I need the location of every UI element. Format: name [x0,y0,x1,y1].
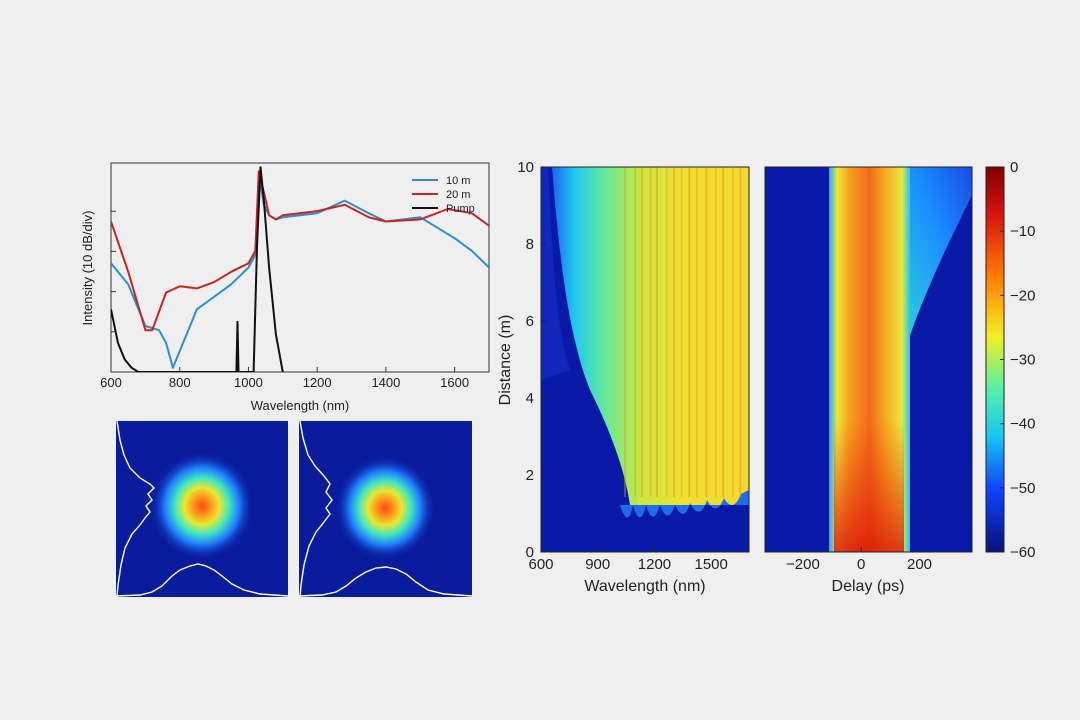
map1-stripe [688,167,691,497]
map1-stripe [705,167,708,497]
map1-stripe [634,167,637,497]
legend-label: Pump [446,203,475,215]
colorbar-tick-label: −50 [1010,480,1035,497]
beam-profile-right-vertical-trace [299,420,333,598]
spectrum-plot-frame [110,162,490,373]
beam-profile-right [298,420,473,598]
beam-profile-left [115,420,289,598]
spectrum-x-label: Wavelength (nm) [251,398,350,413]
wavelength-distance-map: 0 2 4 6 8 10 600 900 1200 1500 Wavelength (nm) D… [497,159,750,595]
map2-x-tick-label: 200 [907,556,932,573]
map2-frame [764,166,973,553]
colorbar: 0 −10 −20 −30 −40 −50 −60 [985,159,1035,561]
colorbar-tick-label: 0 [1010,159,1018,176]
spectrum-x-tick-label: 600 [100,375,122,390]
map2-fan-region [895,167,972,360]
map1-x-tick-label: 600 [528,556,553,573]
map1-x-label: Wavelength (nm) [584,578,705,595]
map1-stripe [665,167,668,497]
map1-dark-region [541,167,749,552]
map2-x-label: Delay (ps) [832,578,905,595]
legend-label: 10 m [446,175,470,187]
map1-stripe [656,167,658,497]
colorbar-tick-label: −20 [1010,287,1035,304]
spectrum-x-tick-label: 1200 [303,375,332,390]
beam-spot-left [150,452,254,560]
map1-x-tick-label: 900 [585,556,610,573]
map1-x-tick-label: 1500 [694,556,727,573]
map1-stripe [641,167,643,497]
spectrum-x-tick-label: 1600 [440,375,469,390]
map2-x-tick-label: 0 [857,556,865,573]
map1-y-tick-label: 4 [526,390,534,407]
spectrum-plot: 600 800 1000 1200 1400 1600 Wavelength (nm) I… [80,162,490,413]
spectrum-series-line-pump [111,166,284,372]
spectrum-x-tick-label: 1400 [371,375,400,390]
map2-core-bottom [834,420,904,552]
spectrum-legend: 10 m 20 m Pump [412,175,475,215]
legend-label: 20 m [446,189,470,201]
spectrum-x-tick-label: 1000 [234,375,263,390]
map1-y-tick-label: 8 [526,236,534,253]
beam-profile-left-vertical-trace [116,420,155,598]
map1-frame [540,166,750,553]
map1-y-ticks: 0 2 4 6 8 10 [517,159,546,561]
map1-stripes [624,167,742,497]
spectrum-y-label: Intensity (10 dB/div) [80,211,95,326]
map1-stripe [673,167,675,497]
map1-left-edge [541,167,570,380]
map2-x-tick-label: −200 [786,556,820,573]
map1-y-label: Distance (m) [497,315,514,406]
spectrum-x-ticks: 600 800 1000 1200 1400 1600 [100,367,469,390]
map1-stripe [680,167,683,497]
spectrum-series [111,166,489,372]
map1-x-ticks: 600 900 1200 1500 [528,547,728,573]
map1-x-tick-label: 1200 [638,556,671,573]
spectrum-x-tick-label: 800 [169,375,191,390]
map2-x-ticks: −200 0 200 [786,547,932,573]
colorbar-ticks: 0 −10 −20 −30 −40 −50 −60 [1000,159,1035,561]
map1-stripe [739,167,742,497]
map1-y-tick-label: 6 [526,313,534,330]
map1-stripe [624,167,626,497]
map1-stripe [722,167,725,497]
map1-y-tick-label: 2 [526,467,534,484]
map1-y-tick-label: 10 [517,159,534,176]
map1-stripe [715,167,717,497]
map1-scallop-edge [620,490,749,518]
colorbar-tick-label: −30 [1010,352,1035,369]
colorbar-tick-label: −10 [1010,223,1035,240]
map1-y-tick-label: 0 [526,544,534,561]
beam-spot-right [335,456,435,560]
colorbar-tick-label: −60 [1010,544,1035,561]
map1-stripe [696,167,698,497]
map1-stripe [649,167,652,497]
map1-stripe [732,167,734,497]
delay-distance-map: −200 0 200 Delay (ps) [764,166,973,595]
colorbar-tick-label: −40 [1010,416,1035,433]
beam-profile-right-horizontal-trace [298,566,473,597]
beam-profile-left-horizontal-trace [115,563,289,597]
